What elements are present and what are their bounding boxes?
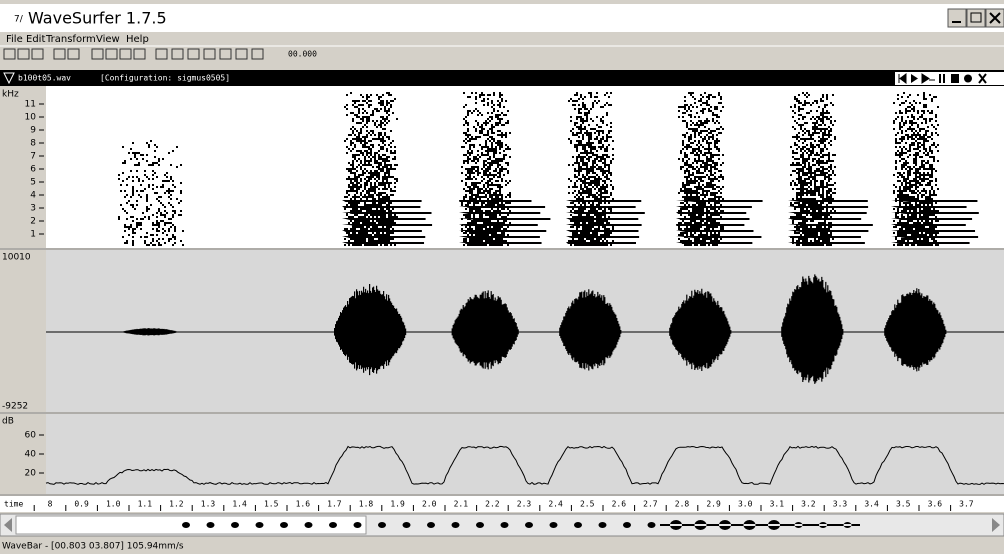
spectrogram-tick-label: 5 bbox=[30, 178, 36, 188]
time-tick-label: 3.1 bbox=[770, 500, 785, 509]
wavesurfer-window: 7/ WaveSurfer 1.7.5 FileEditTransformVie… bbox=[0, 0, 1004, 554]
waveform-pane bbox=[46, 250, 1004, 412]
spectrogram-tick-label: 6 bbox=[30, 165, 36, 175]
spectrogram-tick-label: 8 bbox=[30, 139, 36, 149]
wavebar-view[interactable] bbox=[16, 516, 366, 534]
power-tick-label: 60 bbox=[25, 431, 37, 441]
time-tick-label: 1.3 bbox=[201, 500, 216, 509]
time-tick-label: 3.7 bbox=[959, 500, 974, 509]
window-title: WaveSurfer 1.7.5 bbox=[28, 9, 167, 28]
spectrogram-tick-label: 3 bbox=[30, 204, 36, 214]
spectrogram-tick-label: 9 bbox=[30, 126, 36, 136]
time-tick-label: 3.3 bbox=[833, 500, 848, 509]
time-axis-label: time bbox=[4, 500, 23, 509]
spectrogram-unit: kHz bbox=[2, 90, 19, 100]
app-icon: 7/ bbox=[14, 15, 24, 25]
time-tick-label: 2.7 bbox=[643, 500, 658, 509]
time-tick-label: 0.9 bbox=[74, 500, 89, 509]
spectrogram-tick-label: 11 bbox=[25, 100, 36, 110]
status-bar: WaveBar - [00.803 03.807] 105.94mm/s bbox=[2, 542, 184, 552]
spectrogram-tick-label: 1 bbox=[30, 230, 36, 240]
stop-button[interactable] bbox=[951, 74, 959, 83]
spectrogram-tick-label: 2 bbox=[30, 217, 36, 227]
time-tick-label: 2.5 bbox=[580, 500, 595, 509]
spectrogram-pane bbox=[46, 86, 1004, 248]
window-controls bbox=[948, 9, 1004, 27]
time-tick-label: 1.6 bbox=[296, 500, 311, 509]
time-tick-label: 3.5 bbox=[896, 500, 911, 509]
menu-item[interactable]: Edit bbox=[26, 34, 45, 45]
menu-item[interactable]: View bbox=[96, 34, 120, 45]
menu-item[interactable]: Help bbox=[126, 34, 149, 45]
time-tick-label: 3.4 bbox=[864, 500, 879, 509]
time-tick-label: 8 bbox=[48, 500, 53, 509]
time-tick-label: 2.3 bbox=[517, 500, 532, 509]
time-tick-label: 2.0 bbox=[422, 500, 437, 509]
spectrogram-tick-label: 7 bbox=[30, 152, 36, 162]
time-tick-label: 1.8 bbox=[359, 500, 374, 509]
minimize-button[interactable] bbox=[948, 9, 966, 27]
power-tick-label: 40 bbox=[25, 450, 37, 460]
time-tick-label: 1.9 bbox=[390, 500, 405, 509]
spectrogram-tick-label: 4 bbox=[30, 191, 36, 201]
time-tick-label: 3.6 bbox=[928, 500, 943, 509]
power-tick-label: 20 bbox=[25, 469, 37, 479]
menu-item[interactable]: File bbox=[6, 34, 23, 45]
time-tick-label: 1.4 bbox=[232, 500, 247, 509]
toolbar-time: 00.000 bbox=[288, 50, 317, 59]
configuration: [Configuration: sigmus0505] bbox=[100, 74, 230, 83]
time-tick-label: 2.9 bbox=[706, 500, 721, 509]
time-tick-label: 1.0 bbox=[106, 500, 121, 509]
waveform-max: 10010 bbox=[2, 253, 31, 263]
time-tick-label: 3.0 bbox=[738, 500, 753, 509]
time-tick-label: 2.6 bbox=[612, 500, 627, 509]
time-tick-label: 1.5 bbox=[264, 500, 279, 509]
power-unit: dB bbox=[2, 417, 14, 427]
waveform-min: -9252 bbox=[2, 402, 28, 412]
power-pane bbox=[46, 414, 1004, 494]
time-tick-label: 2.1 bbox=[454, 500, 469, 509]
spectrogram-tick-label: 10 bbox=[25, 113, 37, 123]
time-tick-label: 1.7 bbox=[327, 500, 342, 509]
time-tick-label: 2.8 bbox=[675, 500, 690, 509]
menu-item[interactable]: Transform bbox=[45, 34, 96, 45]
record-button[interactable] bbox=[964, 75, 972, 83]
time-tick-label: 1.2 bbox=[169, 500, 184, 509]
sound-file: b100t05.wav bbox=[18, 74, 71, 83]
time-tick-label: 2.2 bbox=[485, 500, 500, 509]
time-tick-label: 2.4 bbox=[548, 500, 563, 509]
time-tick-label: 3.2 bbox=[801, 500, 816, 509]
time-tick-label: 1.1 bbox=[138, 500, 153, 509]
maximize-button[interactable] bbox=[967, 9, 985, 27]
